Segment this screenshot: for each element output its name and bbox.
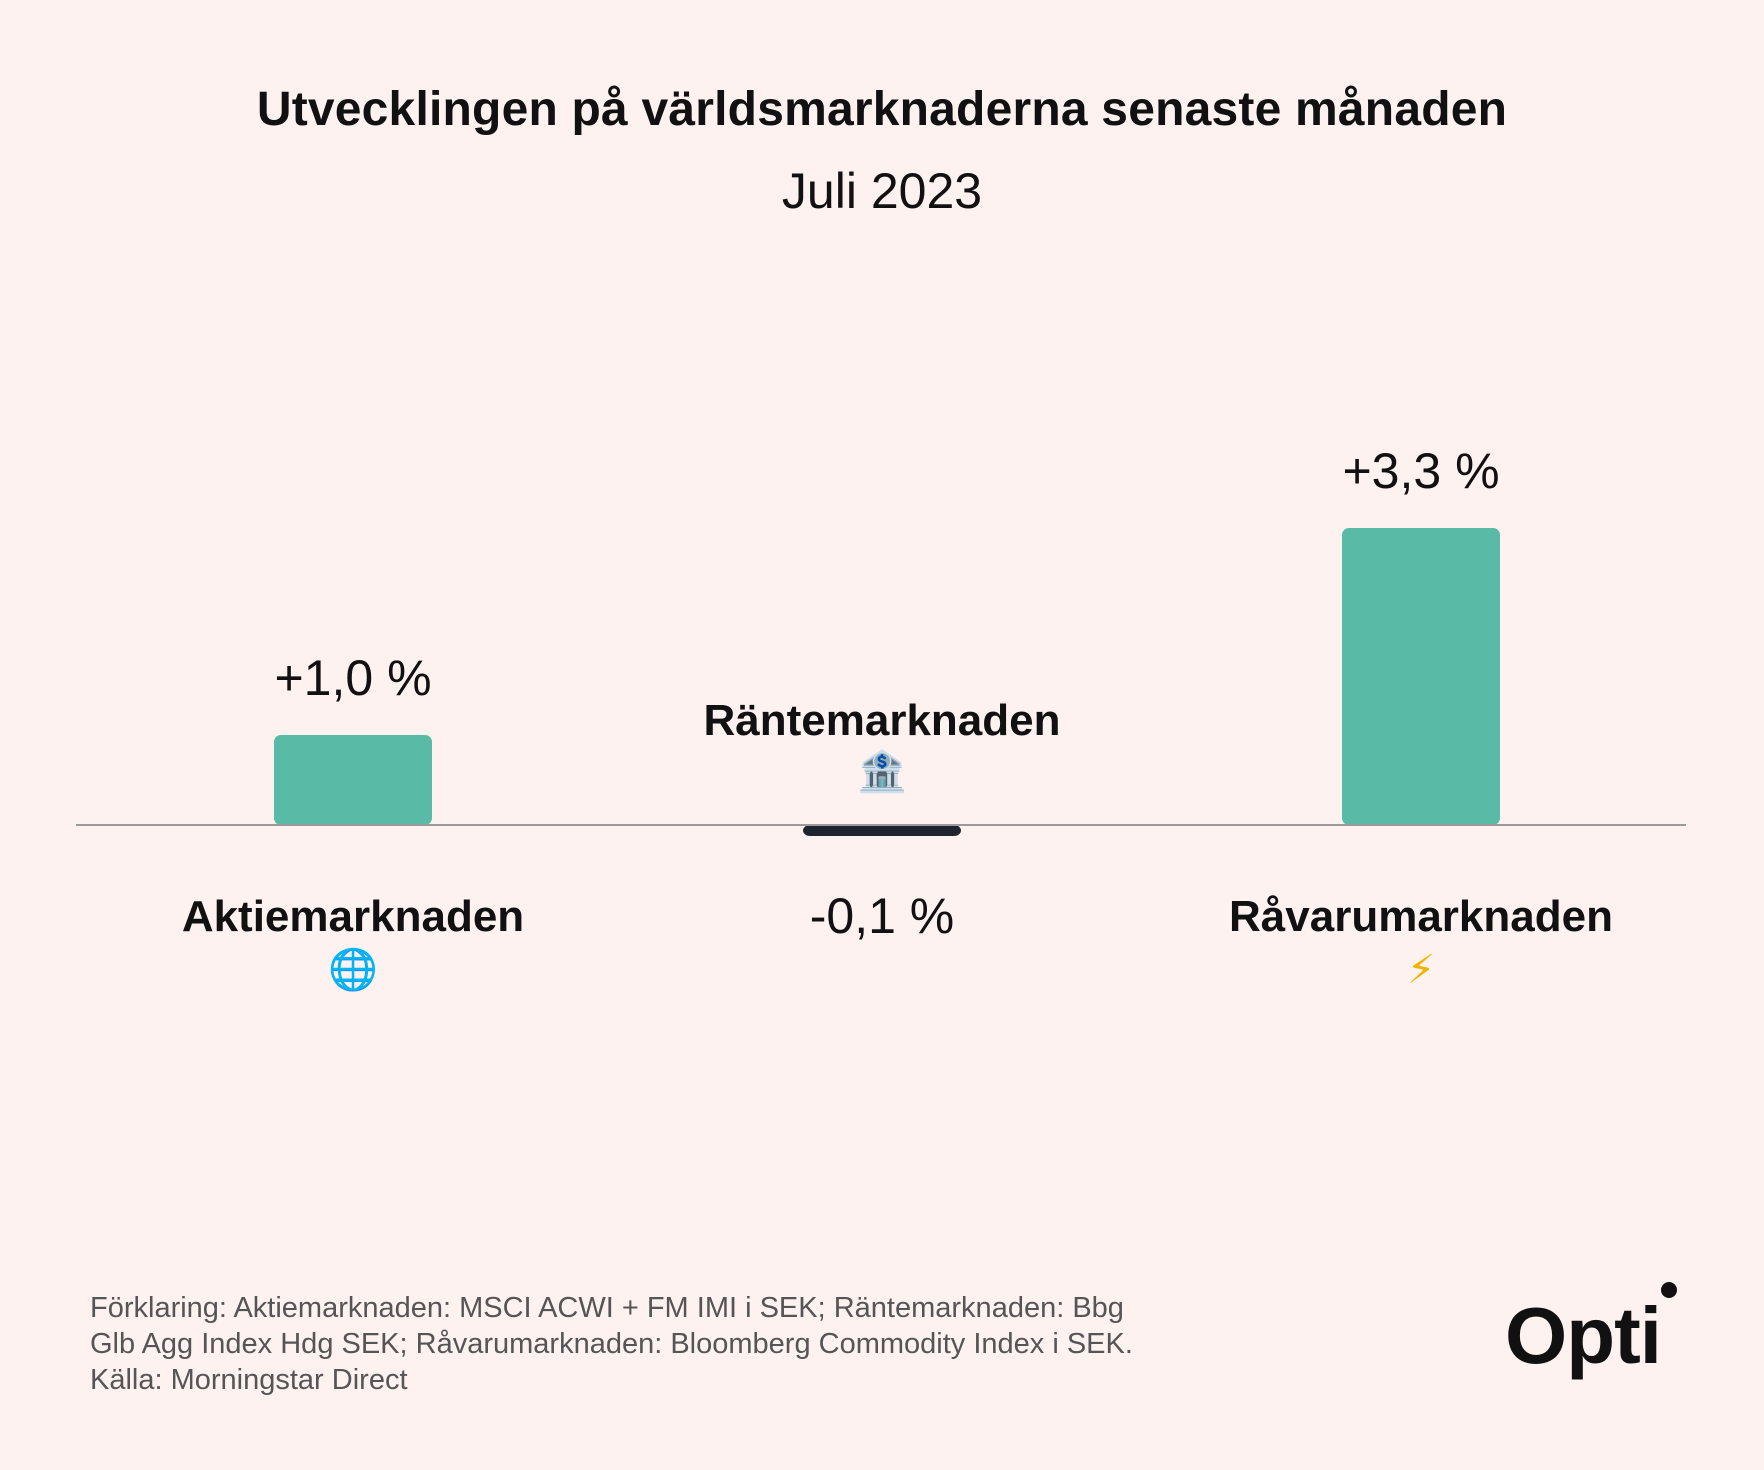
brand-logo-dot bbox=[1661, 1282, 1677, 1298]
category-label: Råvarumarknaden bbox=[1229, 892, 1613, 941]
chart-title: Utvecklingen på världsmarknaderna senast… bbox=[256, 83, 1508, 136]
value-label: -0,1 % bbox=[810, 888, 955, 944]
source-line: Källa: Morningstar Direct bbox=[90, 1364, 408, 1396]
bank-icon: 🏦 bbox=[857, 748, 907, 794]
footnote-line: Glb Agg Index Hdg SEK; Råvarumarknaden: … bbox=[90, 1328, 1133, 1360]
value-label: +1,0 % bbox=[274, 650, 431, 706]
chart-subtitle: Juli 2023 bbox=[781, 163, 983, 219]
category-label: Räntemarknaden bbox=[703, 696, 1060, 745]
footnote-line: Förklaring: Aktiemarknaden: MSCI ACWI + … bbox=[90, 1292, 1124, 1324]
brand-logo: Opti bbox=[1505, 1282, 1685, 1380]
footnote: Förklaring: Aktiemarknaden: MSCI ACWI + … bbox=[90, 1290, 1390, 1398]
bar-1 bbox=[274, 735, 432, 825]
brand-name: Opti bbox=[1505, 1291, 1662, 1380]
bar-3 bbox=[1342, 528, 1500, 825]
bar-2 bbox=[803, 825, 961, 836]
category-label: Aktiemarknaden bbox=[182, 892, 524, 941]
lightning-icon: ⚡ bbox=[1407, 948, 1435, 992]
globe-icon: 🌐 bbox=[328, 946, 378, 992]
value-label: +3,3 % bbox=[1342, 443, 1499, 499]
